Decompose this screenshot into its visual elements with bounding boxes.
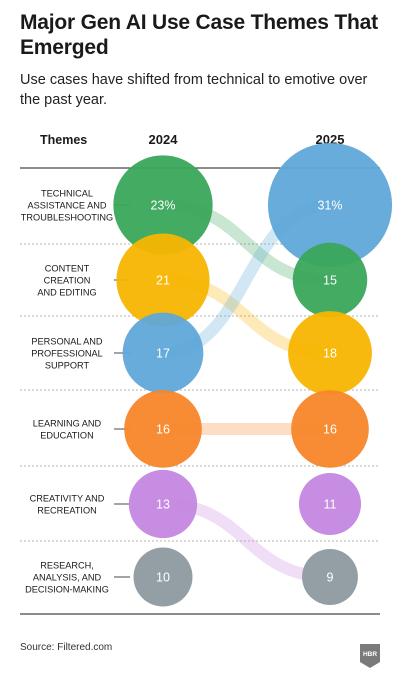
value-label-2024: 23% — [150, 199, 175, 213]
bubble-2025 — [288, 311, 372, 395]
svg-text:HBR: HBR — [363, 651, 377, 658]
bubble-2024 — [128, 469, 198, 539]
value-label-2025: 15 — [323, 274, 337, 288]
theme-label: TECHNICAL — [41, 189, 93, 199]
value-label-2024: 10 — [156, 571, 170, 585]
theme-label: PROFESSIONAL — [31, 349, 102, 359]
column-header-themes: Themes — [40, 133, 87, 147]
theme-label: SUPPORT — [45, 361, 90, 371]
value-label-2025: 18 — [323, 347, 337, 361]
bubble-2025 — [292, 242, 368, 318]
theme-label: PERSONAL AND — [31, 337, 103, 347]
value-label-2024: 17 — [156, 347, 170, 361]
theme-label: AND EDITING — [37, 288, 96, 298]
bubble-2024 — [133, 547, 193, 607]
theme-label: ASSISTANCE AND — [28, 201, 107, 211]
value-label-2024: 21 — [156, 274, 170, 288]
bubble-2024 — [122, 312, 204, 394]
theme-label: RESEARCH, — [40, 561, 94, 571]
theme-label: CONTENT — [45, 264, 90, 274]
theme-label: TROUBLESHOOTING — [21, 213, 113, 223]
chart-title: Major Gen AI Use Case Themes That Emerge… — [20, 11, 378, 59]
bubble-2024 — [113, 155, 213, 255]
bubble-2025 — [298, 472, 362, 536]
bubble-2025 — [267, 142, 393, 268]
theme-label: CREATION — [44, 276, 91, 286]
column-header-2024: 2024 — [149, 132, 179, 147]
theme-label: ANALYSIS, AND — [33, 573, 102, 583]
theme-label: RECREATION — [37, 506, 97, 516]
value-label-2024: 16 — [156, 423, 170, 437]
bubble-2025 — [291, 390, 369, 468]
bubble-2024 — [116, 233, 210, 327]
value-label-2025: 11 — [324, 498, 337, 512]
bubble-2025 — [302, 549, 358, 605]
chart-subtitle: Use cases have shifted from technical to… — [20, 72, 368, 108]
value-label-2024: 13 — [156, 498, 170, 512]
column-header-2025: 2025 — [316, 132, 345, 147]
bubble-2024 — [124, 390, 202, 468]
value-label-2025: 9 — [327, 571, 334, 585]
value-label-2025: 31% — [317, 199, 342, 213]
hbr-logo-icon: HBR — [360, 644, 380, 668]
source-note: Source: Filtered.com — [20, 642, 113, 653]
theme-label: DECISION-MAKING — [25, 585, 109, 595]
theme-label: EDUCATION — [40, 431, 93, 441]
theme-label: CREATIVITY AND — [30, 494, 105, 504]
theme-label: LEARNING AND — [33, 419, 102, 429]
value-label-2025: 16 — [323, 423, 337, 437]
